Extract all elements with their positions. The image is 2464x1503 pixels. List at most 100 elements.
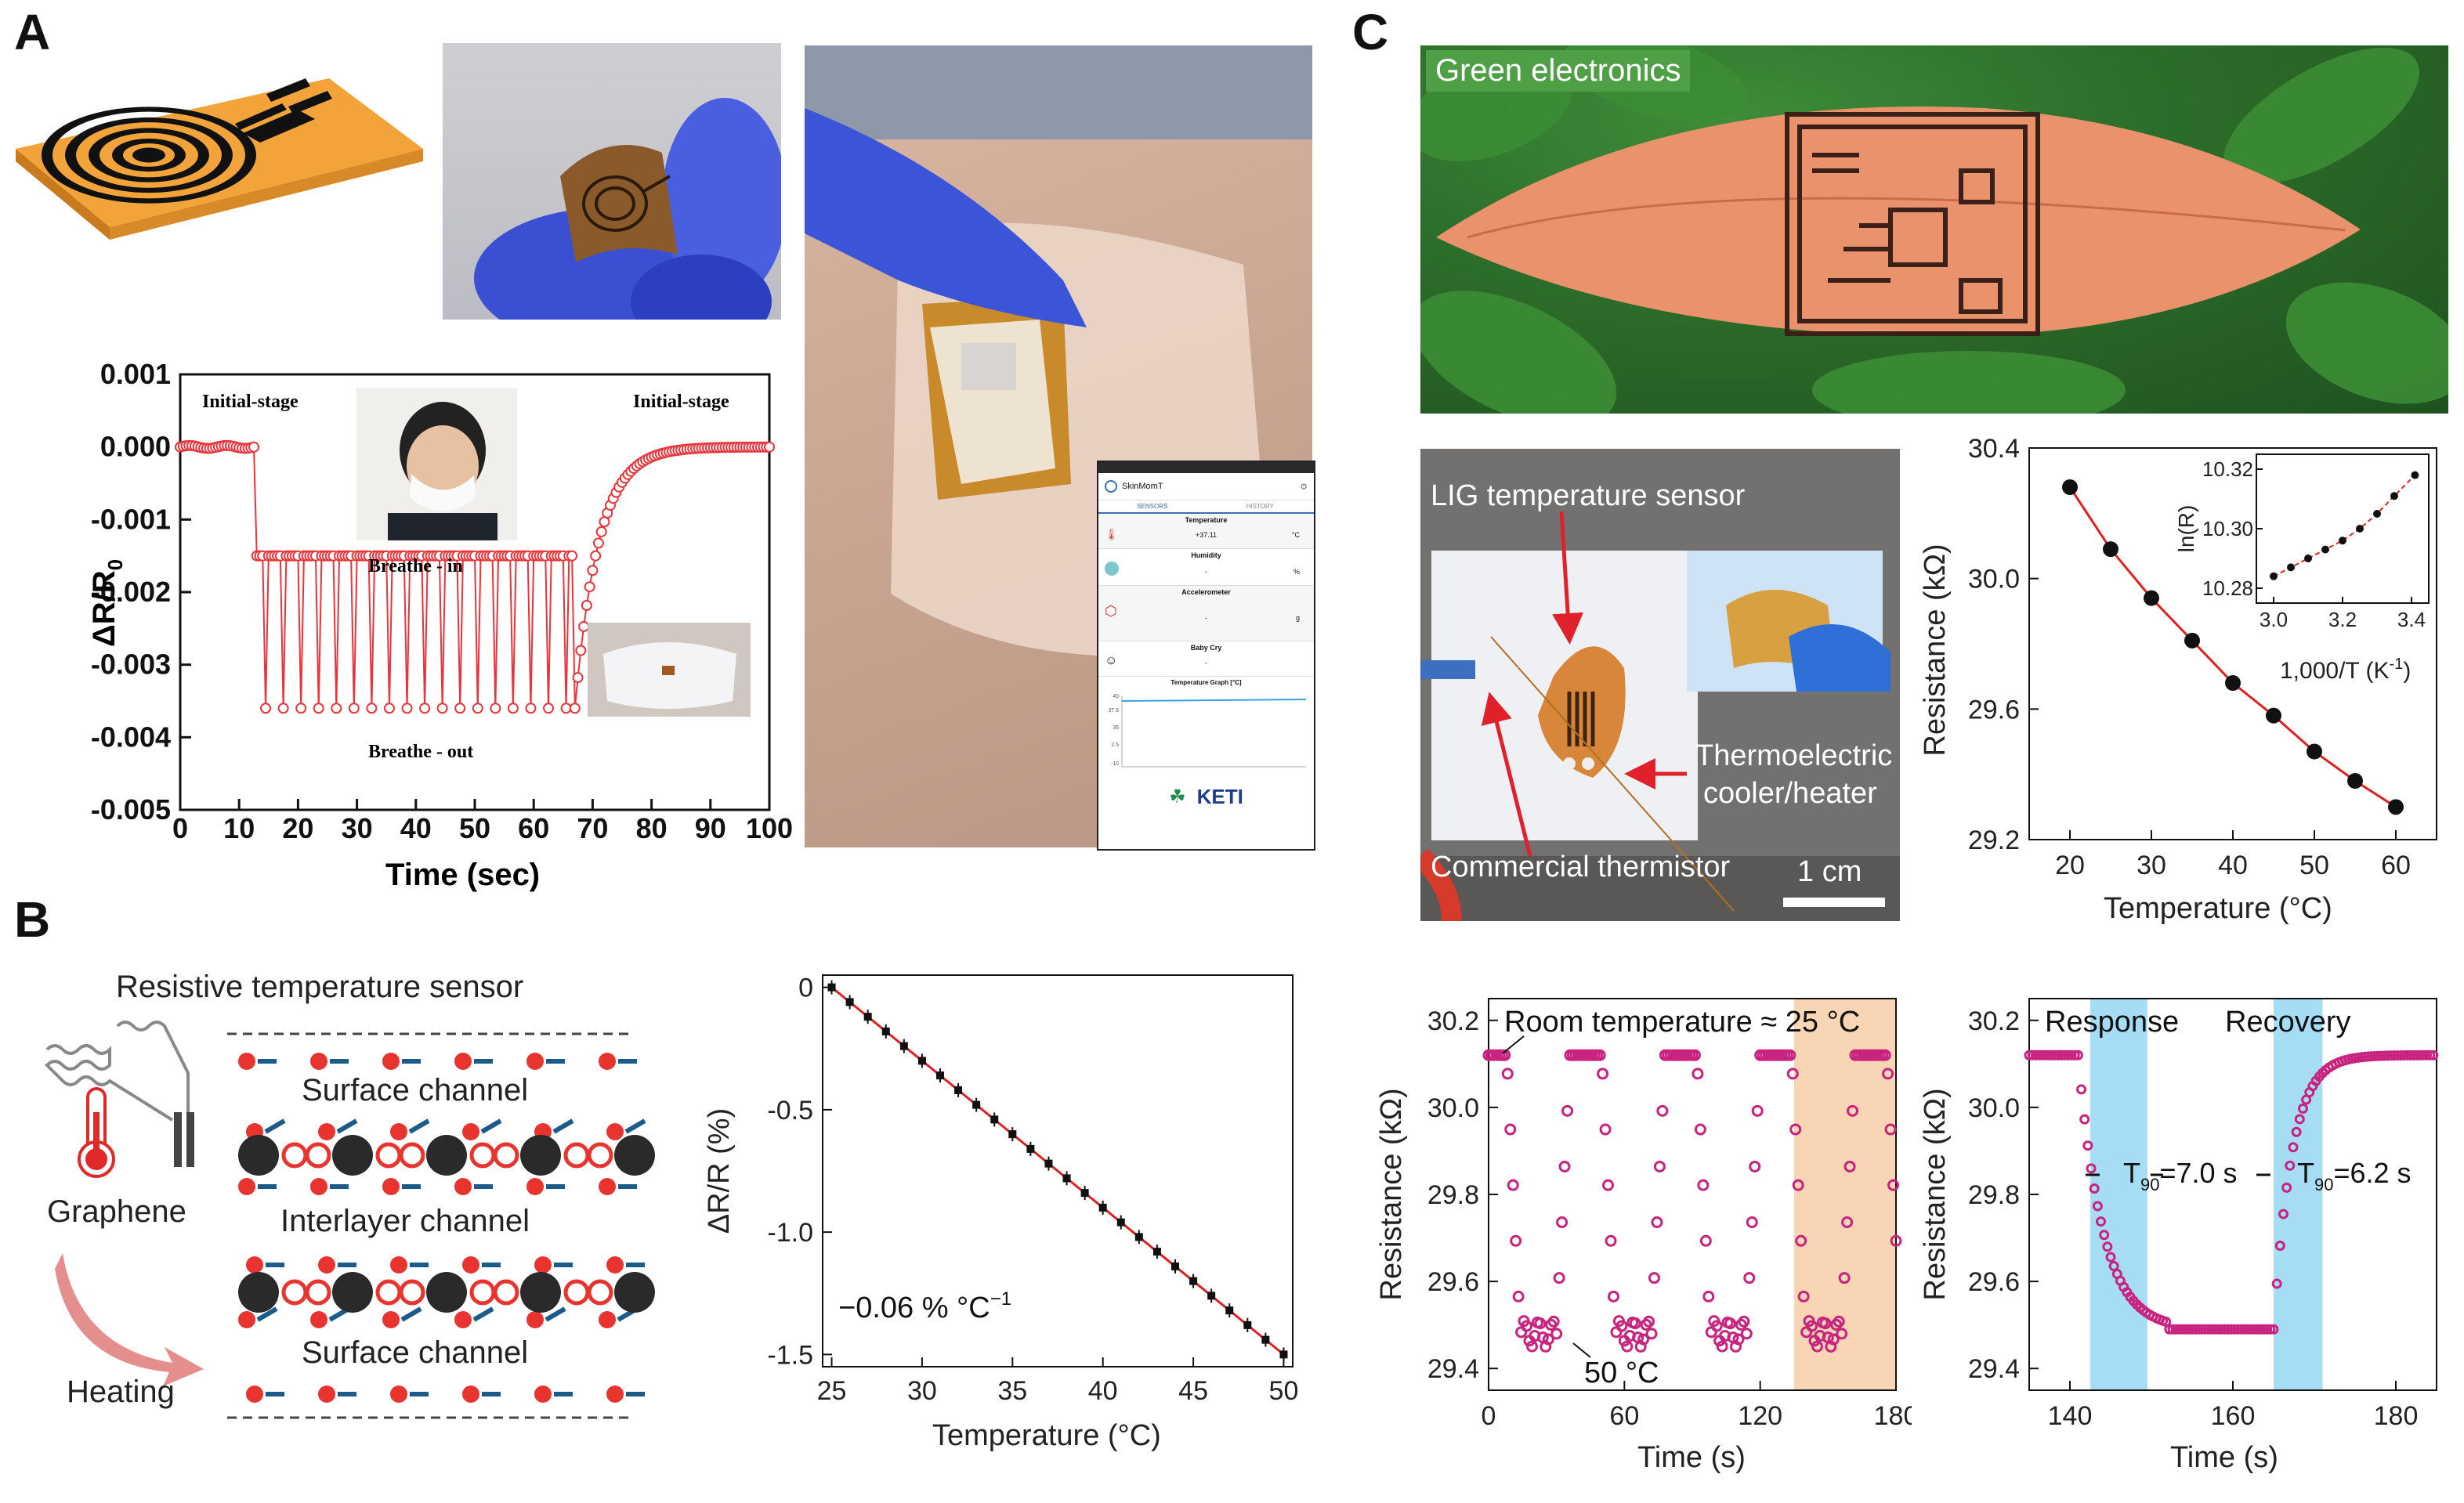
- data-point: [2184, 1324, 2194, 1335]
- inset-data-point: [2373, 510, 2381, 518]
- data-point: [490, 703, 501, 714]
- inset-x-axis-label: 1,000/T (K-1): [2280, 656, 2411, 684]
- y-tick-label: -0.002: [91, 576, 171, 608]
- y-tick-label: 30.0: [1427, 1093, 1479, 1123]
- data-point: [917, 1057, 926, 1065]
- graphene-hole: [305, 1142, 331, 1169]
- data-point: [972, 1100, 981, 1109]
- data-point: [1116, 1218, 1125, 1227]
- interlayer-channel-label: Interlayer channel: [280, 1204, 530, 1238]
- masked-person-photo: [356, 388, 517, 540]
- data-point: [2281, 1182, 2292, 1193]
- data-point: [863, 1013, 872, 1021]
- inset-x-tick-label: 3.0: [2260, 608, 2288, 631]
- data-point: [1797, 1290, 1810, 1302]
- data-point: [581, 600, 592, 612]
- data-point: [2213, 1324, 2223, 1335]
- graphene-hole: [493, 1279, 519, 1306]
- temperature-row-value: +37.11: [1195, 531, 1218, 539]
- panel-label-b: B: [14, 891, 51, 948]
- y-tick-label: 30.0: [1968, 1093, 2020, 1123]
- y-tick-label: 0.000: [100, 431, 171, 463]
- data-point: [1890, 1234, 1902, 1247]
- x-tick-label: 60: [518, 812, 549, 844]
- data-point: [1645, 1328, 1658, 1340]
- annotation-breathe-out: Breathe - out: [368, 742, 473, 762]
- data-point: [1841, 1216, 1854, 1229]
- x-tick-label: 180: [2374, 1401, 2419, 1431]
- data-point: [454, 703, 466, 714]
- data-point: [1795, 1234, 1807, 1247]
- thermometer-icon: 🌡: [1105, 528, 1119, 540]
- graph-tick: 40: [1113, 694, 1119, 699]
- data-point: [1499, 1049, 1511, 1061]
- app-footer: ☘ KETI: [1098, 779, 1314, 809]
- tab-sensors[interactable]: SENSORS: [1137, 503, 1168, 510]
- data-point: [1879, 1049, 1891, 1061]
- graphene-atom: [520, 1135, 561, 1176]
- data-point: [2184, 632, 2200, 649]
- x-tick-label: 45: [1178, 1376, 1208, 1406]
- data-point: [560, 703, 572, 714]
- inset-y-axis-label: ln(R): [2174, 505, 2198, 553]
- data-point: [592, 537, 604, 549]
- data-point: [1688, 1049, 1701, 1061]
- electron: [599, 1178, 616, 1195]
- graphene-atom: [614, 1272, 655, 1313]
- data-point: [2033, 1050, 2044, 1060]
- data-point: [2193, 1324, 2204, 1335]
- x-axis-label: Time (s): [1637, 1441, 1746, 1474]
- data-point: [2082, 1140, 2093, 1151]
- electron: [318, 1386, 335, 1403]
- data-point: [1008, 1130, 1017, 1139]
- electron: [454, 1053, 472, 1070]
- graphene-atom: [614, 1135, 655, 1176]
- x-tick-label: 50: [459, 812, 490, 844]
- electron-arrow: [624, 1118, 646, 1134]
- data-point: [1279, 1350, 1288, 1359]
- y-tick-label: 29.4: [1427, 1354, 1479, 1384]
- slope-annotation: −0.06 % °C−1: [838, 1288, 1011, 1324]
- graphene-atom: [238, 1135, 279, 1176]
- graphene-hole: [305, 1279, 331, 1306]
- x-tick-label: 120: [1738, 1401, 1782, 1431]
- data-point: [2024, 1050, 2035, 1060]
- y-tick-label: -1.5: [767, 1340, 813, 1370]
- graphene-hole: [587, 1279, 613, 1306]
- settings-icon[interactable]: ⚙: [1300, 482, 1308, 492]
- x-tick-label: 40: [2218, 851, 2248, 880]
- panel-label-c: C: [1352, 4, 1389, 60]
- data-point: [1786, 1068, 1799, 1080]
- data-point: [2388, 799, 2404, 815]
- data-point: [2200, 1324, 2211, 1335]
- inset-x-tick-label: 3.4: [2397, 608, 2426, 631]
- data-point: [1602, 1179, 1615, 1191]
- x-axis-label: Time (sec): [385, 858, 540, 892]
- data-point: [277, 703, 289, 714]
- data-point: [575, 645, 587, 656]
- data-point: [2108, 1260, 2119, 1271]
- data-point: [1806, 1320, 1818, 1332]
- y-axis-label: ΔR/R0: [87, 559, 127, 647]
- x-axis-label: Temperature (°C): [932, 1419, 1161, 1452]
- data-point: [1702, 1290, 1715, 1302]
- data-point: [1561, 1104, 1574, 1117]
- data-point: [2271, 1278, 2282, 1289]
- data-point: [2079, 1114, 2090, 1125]
- inset-data-point: [2304, 555, 2312, 562]
- data-point: [1847, 1104, 1859, 1117]
- data-point: [990, 1115, 999, 1124]
- annotation-pointer: [1502, 1035, 1525, 1054]
- data-point: [2069, 1050, 2080, 1060]
- data-point: [2226, 1324, 2237, 1335]
- electron-arrow: [336, 1118, 358, 1134]
- data-point: [1062, 1174, 1071, 1183]
- annotation-breathe-in: Breathe - in: [368, 556, 463, 576]
- lig-sensor-label: LIG temperature sensor: [1431, 479, 1746, 512]
- tab-history[interactable]: HISTORY: [1246, 503, 1274, 510]
- inset-data-point: [2411, 471, 2419, 479]
- data-point: [1542, 1333, 1554, 1346]
- data-point: [2268, 1324, 2279, 1335]
- app-status-bar: [1098, 462, 1314, 473]
- data-point: [295, 703, 307, 714]
